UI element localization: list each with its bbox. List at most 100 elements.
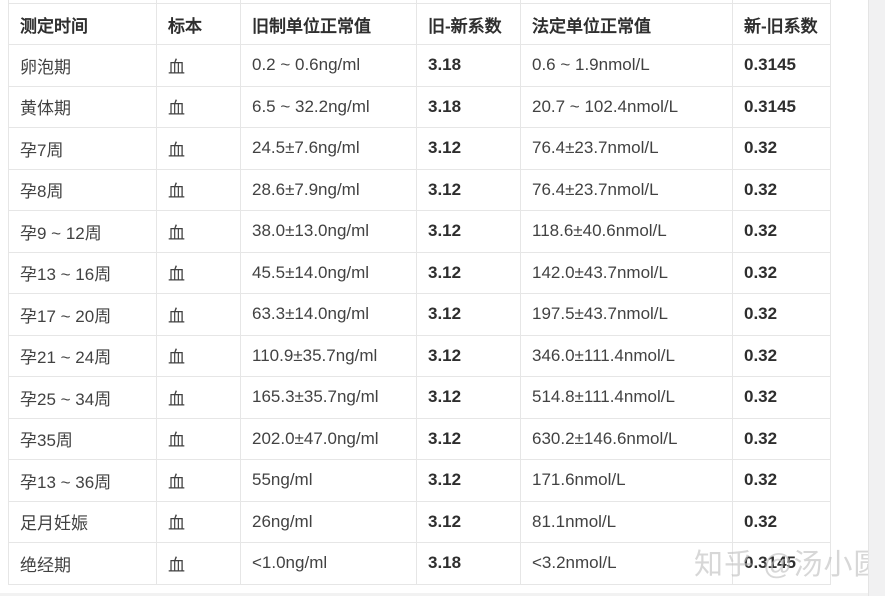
column-header-specimen: 标本	[156, 3, 241, 45]
cell-time: 孕13 ~ 16周	[8, 251, 157, 294]
table-row: 孕13 ~ 36周血 55ng/ml 3.12 171.6nmol/L 0.32	[8, 459, 831, 502]
cell-new-old-coeff: 0.3145	[732, 44, 831, 87]
cell-time: 足月妊娠	[8, 500, 157, 543]
cell-new-old-coeff: 0.32	[732, 127, 831, 170]
cell-specimen: 血	[156, 85, 241, 128]
cell-new-old-coeff: 0.32	[732, 168, 831, 211]
cell-specimen: 血	[156, 459, 241, 502]
table-row: 孕7周血 24.5±7.6ng/ml 3.12 76.4±23.7nmol/L 0.32	[8, 127, 831, 170]
cell-old-unit-value: 6.5 ~ 32.2ng/ml	[240, 85, 417, 128]
cell-time: 孕35周	[8, 417, 157, 460]
table-row: 孕25 ~ 34周血 165.3±35.7ng/ml 3.12 514.8±111.4…	[8, 376, 831, 419]
cell-specimen: 血	[156, 44, 241, 87]
cell-time: 黄体期	[8, 85, 157, 128]
column-header-old-new-coeff: 旧-新系数	[416, 3, 521, 45]
cell-old-new-coeff: 3.12	[416, 168, 521, 211]
cell-specimen: 血	[156, 210, 241, 253]
cell-new-old-coeff: 0.3145	[732, 85, 831, 128]
cell-new-old-coeff: 0.32	[732, 376, 831, 419]
cell-new-old-coeff: 0.32	[732, 251, 831, 294]
cell-old-new-coeff: 3.12	[416, 500, 521, 543]
table-row: 孕8周血 28.6±7.9ng/ml 3.12 76.4±23.7nmol/L 0.32	[8, 168, 831, 211]
bottom-divider	[0, 593, 868, 596]
cell-old-new-coeff: 3.12	[416, 293, 521, 336]
cell-new-old-coeff: 0.32	[732, 334, 831, 377]
cell-specimen: 血	[156, 334, 241, 377]
cell-old-unit-value: 55ng/ml	[240, 459, 417, 502]
cell-new-old-coeff: 0.3145	[732, 542, 831, 585]
column-header-time: 测定时间	[8, 3, 157, 45]
cell-old-unit-value: 110.9±35.7ng/ml	[240, 334, 417, 377]
cell-legal-unit-value: 20.7 ~ 102.4nmol/L	[520, 85, 733, 128]
table-row: 黄体期血 6.5 ~ 32.2ng/ml 3.18 20.7 ~ 102.4nmol/…	[8, 85, 831, 128]
cell-specimen: 血	[156, 251, 241, 294]
cell-time: 孕25 ~ 34周	[8, 376, 157, 419]
cell-new-old-coeff: 0.32	[732, 500, 831, 543]
cell-legal-unit-value: 76.4±23.7nmol/L	[520, 127, 733, 170]
table-row: 足月妊娠血 26ng/ml 3.12 81.1nmol/L 0.32	[8, 500, 831, 543]
cell-old-unit-value: 38.0±13.0ng/ml	[240, 210, 417, 253]
table-row: 孕17 ~ 20周血 63.3±14.0ng/ml 3.12 197.5±43.7nm…	[8, 293, 831, 336]
cell-specimen: 血	[156, 127, 241, 170]
cell-old-unit-value: 165.3±35.7ng/ml	[240, 376, 417, 419]
cell-old-new-coeff: 3.18	[416, 85, 521, 128]
scrollbar-track[interactable]	[868, 0, 885, 596]
cell-old-unit-value: 202.0±47.0ng/ml	[240, 417, 417, 460]
cell-old-new-coeff: 3.12	[416, 376, 521, 419]
cell-legal-unit-value: 346.0±111.4nmol/L	[520, 334, 733, 377]
cell-old-new-coeff: 3.12	[416, 417, 521, 460]
cell-old-unit-value: 26ng/ml	[240, 500, 417, 543]
progesterone-reference-table: 测定时间 标本 旧制单位正常值 旧-新系数 法定单位正常值 新-旧系数 卵泡期血…	[8, 0, 831, 585]
cell-old-new-coeff: 3.12	[416, 127, 521, 170]
cell-specimen: 血	[156, 542, 241, 585]
cell-legal-unit-value: 197.5±43.7nmol/L	[520, 293, 733, 336]
table-row: 绝经期血 <1.0ng/ml 3.18 <3.2nmol/L 0.3145	[8, 542, 831, 585]
cell-old-unit-value: 45.5±14.0ng/ml	[240, 251, 417, 294]
table-row: 孕35周血 202.0±47.0ng/ml 3.12 630.2±146.6nmol/…	[8, 417, 831, 460]
cell-time: 孕8周	[8, 168, 157, 211]
cell-legal-unit-value: 514.8±111.4nmol/L	[520, 376, 733, 419]
cell-old-new-coeff: 3.18	[416, 44, 521, 87]
table-header-row: 测定时间 标本 旧制单位正常值 旧-新系数 法定单位正常值 新-旧系数	[8, 3, 831, 45]
cell-time: 卵泡期	[8, 44, 157, 87]
cell-legal-unit-value: 81.1nmol/L	[520, 500, 733, 543]
cell-time: 孕21 ~ 24周	[8, 334, 157, 377]
cell-old-unit-value: 63.3±14.0ng/ml	[240, 293, 417, 336]
cell-legal-unit-value: 630.2±146.6nmol/L	[520, 417, 733, 460]
table-row: 孕21 ~ 24周血 110.9±35.7ng/ml 3.12 346.0±111.4…	[8, 334, 831, 377]
cell-old-new-coeff: 3.12	[416, 334, 521, 377]
cell-legal-unit-value: <3.2nmol/L	[520, 542, 733, 585]
cell-old-unit-value: <1.0ng/ml	[240, 542, 417, 585]
cell-new-old-coeff: 0.32	[732, 293, 831, 336]
cell-old-new-coeff: 3.18	[416, 542, 521, 585]
cell-time: 绝经期	[8, 542, 157, 585]
cell-new-old-coeff: 0.32	[732, 210, 831, 253]
cell-legal-unit-value: 76.4±23.7nmol/L	[520, 168, 733, 211]
cell-specimen: 血	[156, 417, 241, 460]
cell-new-old-coeff: 0.32	[732, 459, 831, 502]
cell-old-unit-value: 28.6±7.9ng/ml	[240, 168, 417, 211]
table-row: 孕9 ~ 12周血 38.0±13.0ng/ml 3.12 118.6±40.6nmo…	[8, 210, 831, 253]
table-body: 卵泡期血 0.2 ~ 0.6ng/ml 3.18 0.6 ~ 1.9nmol/L 0.3…	[8, 44, 831, 585]
table-row: 卵泡期血 0.2 ~ 0.6ng/ml 3.18 0.6 ~ 1.9nmol/L 0.3…	[8, 44, 831, 87]
cell-specimen: 血	[156, 376, 241, 419]
cell-old-new-coeff: 3.12	[416, 210, 521, 253]
cell-old-new-coeff: 3.12	[416, 459, 521, 502]
cell-specimen: 血	[156, 293, 241, 336]
cell-old-new-coeff: 3.12	[416, 251, 521, 294]
cell-legal-unit-value: 118.6±40.6nmol/L	[520, 210, 733, 253]
column-header-legal-unit-normal: 法定单位正常值	[520, 3, 733, 45]
cell-specimen: 血	[156, 500, 241, 543]
cell-time: 孕7周	[8, 127, 157, 170]
cell-time: 孕9 ~ 12周	[8, 210, 157, 253]
column-header-old-unit-normal: 旧制单位正常值	[240, 3, 417, 45]
cell-legal-unit-value: 142.0±43.7nmol/L	[520, 251, 733, 294]
cell-time: 孕13 ~ 36周	[8, 459, 157, 502]
cell-old-unit-value: 0.2 ~ 0.6ng/ml	[240, 44, 417, 87]
column-header-new-old-coeff: 新-旧系数	[732, 3, 831, 45]
cell-specimen: 血	[156, 168, 241, 211]
cell-legal-unit-value: 0.6 ~ 1.9nmol/L	[520, 44, 733, 87]
cell-old-unit-value: 24.5±7.6ng/ml	[240, 127, 417, 170]
table-row: 孕13 ~ 16周血 45.5±14.0ng/ml 3.12 142.0±43.7nm…	[8, 251, 831, 294]
cell-legal-unit-value: 171.6nmol/L	[520, 459, 733, 502]
